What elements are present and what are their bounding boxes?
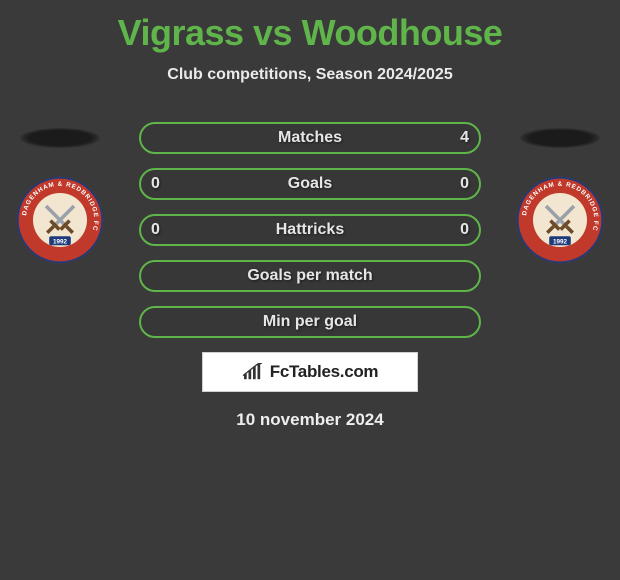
stat-left-value: 0 xyxy=(151,175,160,193)
stat-label: Matches xyxy=(278,129,342,147)
svg-text:1992: 1992 xyxy=(553,238,568,245)
stat-row-goals: 0 Goals 0 xyxy=(139,168,481,200)
stat-row-matches: Matches 4 xyxy=(139,122,481,154)
stats-table: Matches 4 0 Goals 0 0 Hattricks 0 Goals … xyxy=(139,122,481,338)
stat-right-value: 0 xyxy=(460,175,469,193)
player-shadow-right xyxy=(520,128,600,148)
stat-row-min-per-goal: Min per goal xyxy=(139,306,481,338)
svg-text:1992: 1992 xyxy=(53,238,68,245)
stat-right-value: 0 xyxy=(460,221,469,239)
player-shadow-left xyxy=(20,128,100,148)
stat-label: Hattricks xyxy=(276,221,344,239)
stat-right-value: 4 xyxy=(460,129,469,147)
stat-left-value: 0 xyxy=(151,221,160,239)
club-badge-right: DAGENHAM & REDBRIDGE FC 1992 xyxy=(515,175,605,265)
bar-chart-icon xyxy=(242,363,264,381)
season-subtitle: Club competitions, Season 2024/2025 xyxy=(0,66,620,84)
brand-text: FcTables.com xyxy=(270,362,379,382)
date-stamp: 10 november 2024 xyxy=(0,410,620,430)
stat-row-hattricks: 0 Hattricks 0 xyxy=(139,214,481,246)
stat-label: Goals xyxy=(288,175,332,193)
stat-row-goals-per-match: Goals per match xyxy=(139,260,481,292)
brand-attribution[interactable]: FcTables.com xyxy=(202,352,418,392)
stat-label: Goals per match xyxy=(247,267,372,285)
page-title: Vigrass vs Woodhouse xyxy=(0,0,620,54)
club-badge-left: DAGENHAM & REDBRIDGE FC 1992 xyxy=(15,175,105,265)
stat-label: Min per goal xyxy=(263,313,357,331)
